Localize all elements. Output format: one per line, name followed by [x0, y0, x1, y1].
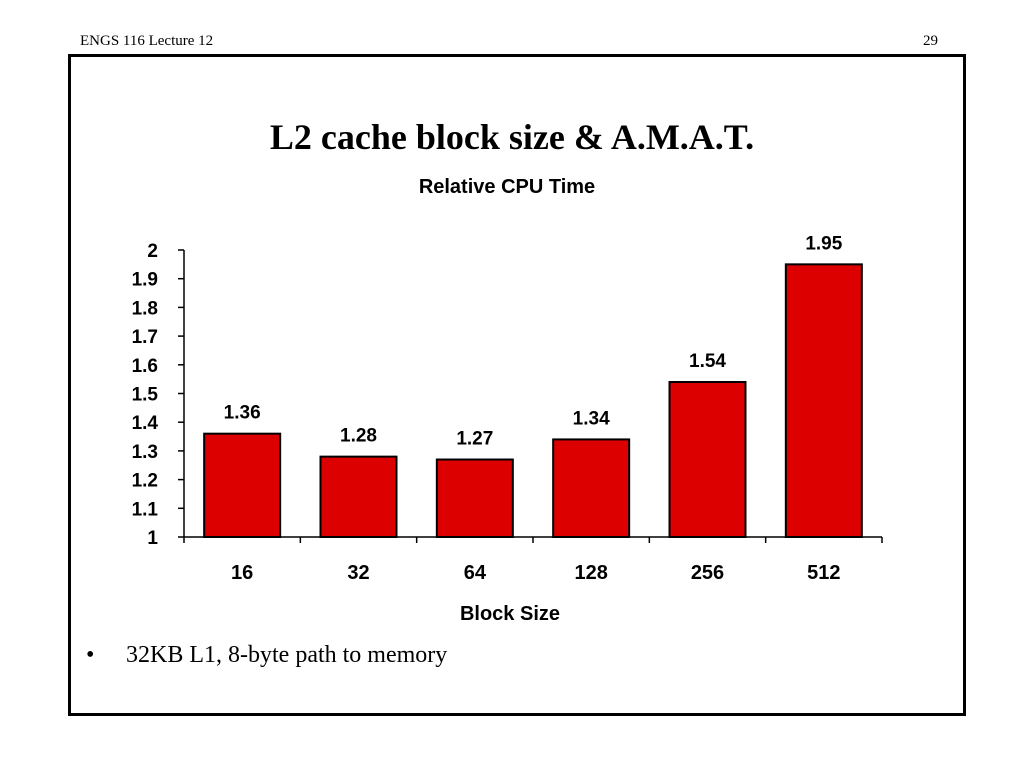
data-label: 1.28: [340, 426, 377, 447]
y-tick-label: 1: [147, 528, 158, 549]
bar: [319, 455, 398, 539]
bullet-item: • 32KB L1, 8-byte path to memory: [86, 642, 447, 669]
x-tick-label: 128: [574, 562, 607, 584]
data-label: 1.95: [805, 233, 842, 254]
x-tick-label: 256: [691, 562, 724, 584]
bullet-text: 32KB L1, 8-byte path to memory: [126, 642, 448, 668]
data-label: 1.34: [573, 408, 610, 429]
data-label: 1.27: [456, 429, 493, 450]
x-tick-label: 16: [231, 562, 253, 584]
slide-title: L2 cache block size & A.M.A.T.: [269, 117, 755, 157]
y-tick-label: 1.4: [132, 413, 159, 434]
slide-number: 29: [923, 33, 938, 49]
x-tick-label: 64: [464, 562, 487, 584]
header-course: ENGS 116 Lecture 12: [80, 33, 214, 49]
bullet-dot: •: [86, 642, 95, 668]
y-tick-label: 1.6: [132, 356, 158, 377]
bar: [784, 263, 863, 538]
x-tick-label: 32: [347, 562, 369, 584]
y-tick-label: 1.2: [132, 471, 158, 492]
bar: [435, 458, 514, 539]
data-label: 1.54: [689, 351, 726, 372]
y-tick-label: 1.5: [132, 385, 159, 406]
slide-frame: [68, 54, 966, 716]
y-tick-label: 1.3: [132, 442, 158, 463]
data-label: 1.36: [224, 403, 261, 424]
y-tick-label: 1.8: [132, 298, 158, 319]
x-tick-label: 512: [807, 562, 840, 584]
bar: [552, 438, 631, 539]
chart-title: Relative CPU Time: [419, 176, 595, 198]
y-tick-label: 2: [147, 241, 158, 262]
bar: [203, 432, 282, 538]
y-tick-label: 1.7: [132, 327, 158, 348]
y-tick-label: 1.1: [132, 499, 159, 520]
x-axis-label: Block Size: [460, 603, 560, 625]
bar: [668, 381, 747, 538]
y-tick-label: 1.9: [132, 270, 158, 291]
